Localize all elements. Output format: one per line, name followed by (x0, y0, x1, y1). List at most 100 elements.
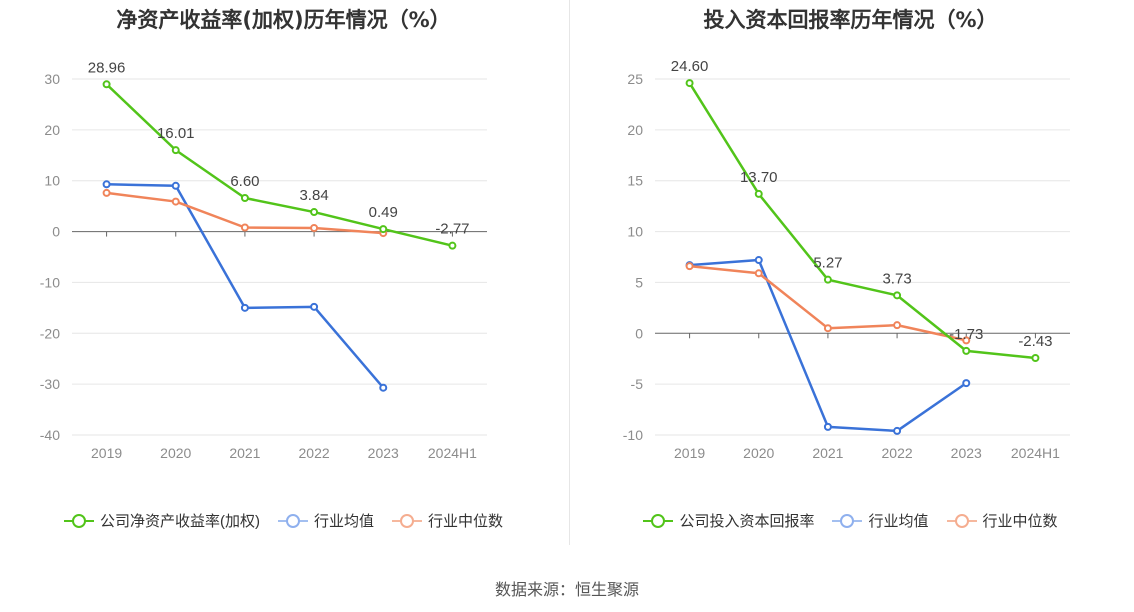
data-label: -2.77 (435, 221, 469, 238)
legend-label-industry-median: 行业中位数 (982, 513, 1058, 530)
roe-chart-svg: 30 20 10 0 -10 -20 -30 -40 2019 2020 2021 2022 2023 2… (40, 59, 487, 461)
y-tick-label: 20 (627, 122, 643, 138)
roe-chart-title: 净资产收益率(加权)历年情况（%） (116, 8, 451, 32)
legend-swatch-company-icon (643, 513, 674, 528)
y-tick-label: 25 (627, 71, 643, 87)
x-tick-label: 2020 (160, 445, 191, 461)
legend-item-industry-median[interactable]: 行业中位数 (392, 510, 503, 531)
legend-label-industry-median: 行业中位数 (428, 513, 504, 530)
legend-item-industry-average[interactable]: 行业均值 (277, 510, 374, 531)
data-point-median (823, 324, 832, 333)
y-tick-label: -5 (631, 376, 644, 392)
data-point-company (379, 225, 388, 234)
y-tick-label: -20 (40, 325, 60, 341)
data-label: 28.96 (88, 59, 126, 76)
data-label: 3.84 (299, 187, 328, 204)
data-point-median (685, 262, 694, 271)
data-label: 16.01 (157, 125, 195, 142)
y-tick-label: -10 (623, 427, 643, 443)
y-tick-label: 0 (635, 325, 643, 341)
legend-item-industry-median[interactable]: 行业中位数 (946, 510, 1058, 531)
y-tick-label: 30 (44, 71, 60, 87)
x-tick-label: 2019 (674, 445, 705, 461)
x-tick-label: 2021 (229, 445, 260, 461)
data-point-company (893, 291, 902, 300)
legend-label-company-roe: 公司净资产收益率(加权) (99, 513, 260, 530)
data-point-company (448, 241, 457, 250)
legend-swatch-median-icon (946, 513, 977, 528)
x-tick-label: 2023 (368, 445, 399, 461)
roic-chart-title: 投入资本回报率历年情况（%） (703, 8, 998, 32)
roe-legend: 公司净资产收益率(加权) 行业均值 行业中位数 (0, 510, 567, 531)
data-label: -1.73 (949, 326, 983, 343)
y-tick-label: 0 (52, 224, 60, 240)
data-label: 3.73 (882, 270, 911, 287)
data-point-company (823, 275, 832, 284)
data-label: 13.70 (740, 169, 778, 186)
data-point-median (893, 321, 902, 330)
legend-swatch-median-icon (392, 513, 422, 528)
legend-item-industry-average[interactable]: 行业均值 (832, 510, 929, 531)
data-point-median (171, 197, 180, 206)
legend-item-company-roic[interactable]: 公司投入资本回报率 (643, 510, 814, 531)
data-label: -2.43 (1018, 333, 1052, 350)
data-label: 6.60 (230, 173, 259, 190)
data-source-note: 数据来源：恒生聚源 (494, 580, 639, 599)
data-point-company (1031, 354, 1040, 363)
legend-label-company-roic: 公司投入资本回报率 (679, 513, 815, 530)
data-point-average (379, 383, 388, 392)
legend-label-industry-average: 行业均值 (313, 513, 374, 530)
data-label: 5.27 (813, 255, 842, 272)
data-point-average (240, 303, 249, 312)
data-point-average (102, 180, 111, 189)
panel-divider (569, 0, 570, 545)
x-tick-label: 2024H1 (428, 445, 477, 461)
series-line-company (688, 82, 1036, 360)
data-point-company (754, 189, 763, 198)
data-point-average (171, 181, 180, 190)
series-line-company (105, 83, 453, 247)
data-point-company (962, 346, 971, 355)
y-tick-label: 10 (44, 173, 60, 189)
x-tick-label: 2020 (743, 445, 774, 461)
roic-legend: 公司投入资本回报率 行业均值 行业中位数 (567, 510, 1134, 531)
data-point-company (310, 208, 319, 217)
series-line-average (689, 258, 967, 433)
y-tick-label: 5 (635, 274, 643, 290)
y-tick-label: 10 (627, 224, 643, 240)
y-tick-label: 15 (627, 173, 643, 189)
x-tick-label: 2024H1 (1011, 445, 1060, 461)
legend-swatch-company-icon (63, 513, 94, 528)
data-point-average (310, 302, 319, 311)
data-point-company (102, 80, 111, 89)
x-tick-label: 2021 (812, 445, 843, 461)
series-line-average (106, 183, 385, 389)
roic-chart-svg: 25 20 15 10 5 0 -5 -10 2019 2020 2021 2022 2023 2024H… (623, 58, 1070, 461)
data-point-company (171, 146, 180, 155)
y-tick-label: -40 (40, 427, 60, 443)
data-label: 24.60 (671, 58, 709, 75)
legend-item-company-roe[interactable]: 公司净资产收益率(加权) (63, 510, 260, 531)
roe-chart-panel: 净资产收益率(加权)历年情况（%） 30 20 10 0 -10 -20 -30 -40 201… (0, 0, 567, 560)
data-point-average (823, 422, 832, 431)
x-tick-label: 2022 (882, 445, 913, 461)
data-point-median (754, 269, 763, 278)
data-point-median (102, 188, 111, 197)
x-tick-label: 2019 (91, 445, 122, 461)
data-point-average (962, 379, 971, 388)
data-point-company (685, 79, 694, 88)
y-tick-label: -10 (40, 274, 60, 290)
legend-swatch-average-icon (277, 513, 308, 528)
legend-label-industry-average: 行业均值 (868, 513, 929, 530)
data-point-median (310, 224, 319, 233)
roic-chart-panel: 投入资本回报率历年情况（%） 25 20 15 10 5 0 -5 -10 2019 2020 20… (567, 0, 1134, 560)
legend-swatch-average-icon (832, 513, 863, 528)
data-point-average (754, 256, 763, 265)
y-tick-label: 20 (44, 122, 60, 138)
y-tick-label: -30 (40, 376, 60, 392)
data-label: 0.49 (369, 204, 398, 221)
data-point-median (240, 223, 249, 232)
data-point-average (893, 426, 902, 435)
x-tick-label: 2022 (299, 445, 330, 461)
data-point-company (240, 194, 249, 203)
